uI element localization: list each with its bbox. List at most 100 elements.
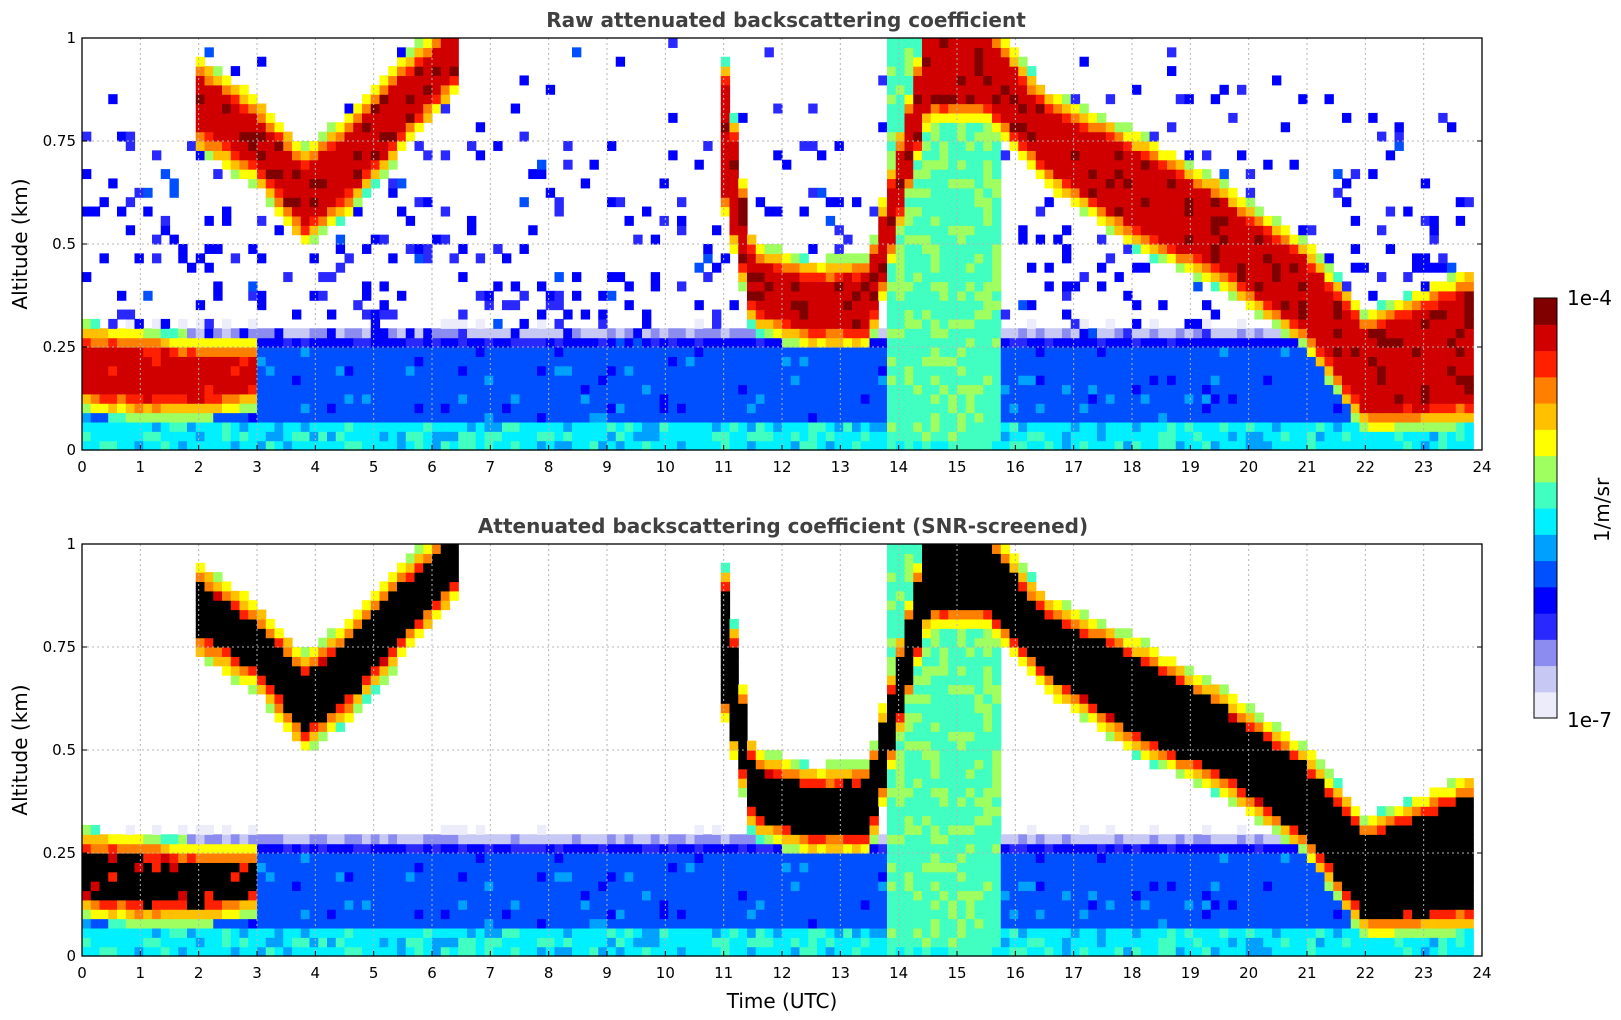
- heatmap-cell: [510, 881, 521, 892]
- heatmap-cell: [1140, 234, 1151, 245]
- heatmap-cell: [1333, 431, 1343, 442]
- heatmap-cell: [1263, 215, 1273, 226]
- heatmap-cell: [292, 178, 302, 189]
- heatmap-cell: [222, 112, 232, 123]
- heatmap-cell: [808, 412, 818, 423]
- heatmap-cell: [1429, 384, 1439, 395]
- heatmap-cell: [125, 431, 136, 442]
- heatmap-cell: [948, 75, 958, 86]
- heatmap-cell: [790, 421, 801, 432]
- heatmap-cell: [1009, 412, 1019, 423]
- heatmap-cell: [1202, 412, 1212, 423]
- heatmap-cell: [817, 187, 827, 198]
- heatmap-cell: [195, 862, 206, 873]
- heatmap-cell: [82, 881, 92, 892]
- heatmap-cell: [1035, 150, 1046, 161]
- heatmap-cell: [82, 328, 92, 339]
- heatmap-cell: [1403, 347, 1413, 357]
- heatmap-cell: [1035, 440, 1046, 451]
- heatmap-cell: [108, 412, 118, 423]
- heatmap-cell: [1009, 66, 1019, 77]
- heatmap-cell: [887, 103, 897, 114]
- heatmap-cell: [904, 131, 914, 142]
- x-tick-label: 18: [1122, 458, 1141, 476]
- heatmap-cell: [922, 253, 932, 264]
- heatmap-cell: [1079, 112, 1089, 123]
- heatmap-cell: [125, 412, 136, 423]
- heatmap-cell: [213, 609, 223, 620]
- heatmap-cell: [694, 262, 704, 273]
- heatmap-cell: [432, 572, 442, 583]
- heatmap-cell: [650, 393, 661, 404]
- heatmap-cell: [1088, 122, 1098, 133]
- heatmap-cell: [764, 393, 774, 404]
- heatmap-cell: [677, 337, 687, 348]
- heatmap-cell: [327, 206, 337, 217]
- heatmap-cell: [230, 169, 241, 180]
- heatmap-cell: [1350, 375, 1361, 386]
- heatmap-cell: [187, 909, 197, 920]
- heatmap-cell: [790, 403, 801, 414]
- heatmap-cell: [764, 431, 774, 442]
- heatmap-cell: [475, 337, 486, 348]
- heatmap-cell: [178, 927, 188, 938]
- heatmap-cell: [152, 412, 162, 423]
- heatmap-cell: [230, 112, 241, 123]
- heatmap-cell: [484, 918, 494, 929]
- heatmap-cell: [799, 309, 809, 320]
- heatmap-cell: [283, 215, 293, 226]
- heatmap-cell: [1105, 159, 1116, 170]
- heatmap-cell: [1228, 440, 1238, 451]
- heatmap-cell: [738, 393, 748, 404]
- heatmap-cell: [187, 365, 197, 376]
- heatmap-cell: [187, 853, 197, 863]
- heatmap-cell: [502, 365, 512, 376]
- heatmap-cell: [484, 375, 494, 386]
- heatmap-cell: [563, 356, 573, 367]
- heatmap-cell: [764, 328, 774, 339]
- heatmap-cell: [1228, 393, 1238, 404]
- heatmap-cell: [1263, 337, 1273, 348]
- heatmap-cell: [992, 262, 1002, 273]
- heatmap-cell: [1219, 215, 1229, 226]
- heatmap-cell: [265, 843, 276, 854]
- heatmap-cell: [510, 347, 521, 357]
- heatmap-cell: [1149, 431, 1159, 442]
- heatmap-cell: [1035, 393, 1046, 404]
- heatmap-cell: [904, 300, 914, 311]
- heatmap-cell: [948, 234, 958, 245]
- heatmap-cell: [1315, 393, 1326, 404]
- heatmap-cell: [773, 309, 783, 320]
- heatmap-cell: [1429, 318, 1439, 329]
- heatmap-cell: [992, 412, 1002, 423]
- heatmap-cell: [265, 684, 276, 695]
- heatmap-cell: [388, 393, 398, 404]
- heatmap-cell: [178, 412, 188, 423]
- heatmap-cell: [475, 150, 486, 161]
- heatmap-cell: [187, 927, 197, 938]
- heatmap-cell: [1193, 440, 1203, 451]
- heatmap-cell: [1438, 403, 1448, 414]
- heatmap-cell: [204, 84, 214, 95]
- heatmap-cell: [239, 918, 249, 929]
- heatmap-cell: [467, 431, 477, 442]
- heatmap-cell: [335, 909, 346, 920]
- heatmap-cell: [965, 421, 976, 432]
- heatmap-cell: [808, 440, 818, 451]
- heatmap-cell: [493, 909, 503, 920]
- heatmap-cell: [948, 215, 958, 226]
- heatmap-cell: [449, 590, 459, 601]
- heatmap-cell: [537, 909, 547, 920]
- heatmap-cell: [257, 899, 267, 910]
- heatmap-cell: [1132, 206, 1142, 217]
- heatmap-cell: [1097, 393, 1107, 404]
- heatmap-cell: [983, 318, 993, 329]
- heatmap-cell: [292, 647, 302, 657]
- heatmap-cell: [309, 834, 319, 845]
- heatmap-cell: [545, 927, 556, 938]
- heatmap-cell: [388, 66, 398, 77]
- heatmap-cell: [1315, 281, 1326, 292]
- heatmap-cell: [782, 318, 792, 329]
- heatmap-cell: [475, 347, 486, 357]
- heatmap-cell: [82, 853, 92, 863]
